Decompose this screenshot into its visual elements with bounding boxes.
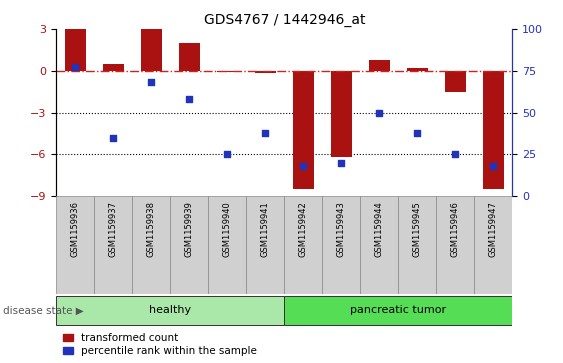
Text: pancreatic tumor: pancreatic tumor xyxy=(350,305,446,315)
Title: GDS4767 / 1442946_at: GDS4767 / 1442946_at xyxy=(204,13,365,26)
Text: GSM1159944: GSM1159944 xyxy=(375,201,384,257)
Text: GSM1159943: GSM1159943 xyxy=(337,201,346,257)
Bar xyxy=(483,71,504,189)
Bar xyxy=(141,29,162,71)
Bar xyxy=(445,71,466,91)
FancyBboxPatch shape xyxy=(322,196,360,294)
FancyBboxPatch shape xyxy=(436,196,474,294)
Text: GSM1159940: GSM1159940 xyxy=(223,201,232,257)
Text: GSM1159947: GSM1159947 xyxy=(489,201,498,257)
FancyBboxPatch shape xyxy=(399,196,436,294)
Point xyxy=(185,96,194,102)
Bar xyxy=(65,29,86,71)
Bar xyxy=(331,71,352,157)
Bar xyxy=(255,71,276,73)
Point xyxy=(109,135,118,140)
FancyBboxPatch shape xyxy=(56,196,95,294)
Text: healthy: healthy xyxy=(149,305,191,315)
Point xyxy=(71,65,80,70)
Text: GSM1159945: GSM1159945 xyxy=(413,201,422,257)
FancyBboxPatch shape xyxy=(95,196,132,294)
Legend: transformed count, percentile rank within the sample: transformed count, percentile rank withi… xyxy=(61,332,258,357)
Bar xyxy=(407,68,428,71)
Text: GSM1159936: GSM1159936 xyxy=(71,201,80,257)
Bar xyxy=(293,71,314,189)
Point xyxy=(451,151,460,157)
Point xyxy=(261,130,270,135)
FancyBboxPatch shape xyxy=(284,196,322,294)
Text: GSM1159939: GSM1159939 xyxy=(185,201,194,257)
Text: disease state ▶: disease state ▶ xyxy=(3,305,83,315)
Bar xyxy=(179,43,200,71)
FancyBboxPatch shape xyxy=(247,196,284,294)
Text: GSM1159938: GSM1159938 xyxy=(147,201,156,257)
FancyBboxPatch shape xyxy=(360,196,399,294)
Text: GSM1159946: GSM1159946 xyxy=(451,201,460,257)
Point xyxy=(223,151,232,157)
Point xyxy=(337,160,346,166)
Point xyxy=(147,79,156,85)
FancyBboxPatch shape xyxy=(208,196,247,294)
Bar xyxy=(103,64,124,71)
Bar xyxy=(369,60,390,71)
FancyBboxPatch shape xyxy=(284,295,512,325)
Point xyxy=(489,163,498,169)
FancyBboxPatch shape xyxy=(171,196,208,294)
FancyBboxPatch shape xyxy=(56,295,284,325)
FancyBboxPatch shape xyxy=(132,196,171,294)
Point xyxy=(375,110,384,115)
FancyBboxPatch shape xyxy=(474,196,512,294)
Bar xyxy=(217,71,238,72)
Text: GSM1159942: GSM1159942 xyxy=(299,201,308,257)
Point xyxy=(299,163,308,169)
Text: GSM1159941: GSM1159941 xyxy=(261,201,270,257)
Point xyxy=(413,130,422,135)
Text: GSM1159937: GSM1159937 xyxy=(109,201,118,257)
